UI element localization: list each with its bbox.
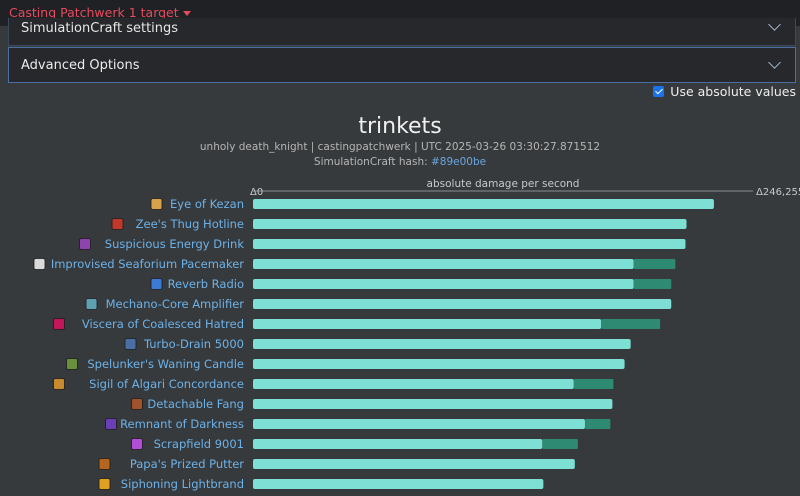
bar-base (253, 399, 613, 409)
bar-base (253, 239, 686, 249)
category-label: Detachable Fang (147, 397, 244, 411)
bar-base (253, 219, 687, 229)
category-label: Suspicious Energy Drink (105, 237, 245, 251)
category-label: Scrapfield 9001 (154, 437, 244, 451)
category-label: Papa's Prized Putter (130, 457, 244, 471)
simc-settings-accordion[interactable]: SimulationCraft settings (8, 18, 796, 46)
bar-base (253, 199, 714, 209)
category-label: Spelunker's Waning Candle (87, 357, 244, 371)
category-label: Siphoning Lightbrand (121, 477, 244, 491)
absolute-values-label: Use absolute values (670, 84, 796, 99)
category-label: Turbo-Drain 5000 (143, 337, 244, 351)
remnant-of-darkness-icon (105, 418, 117, 430)
category-label: Mechano-Core Amplifier (106, 297, 245, 311)
improvised-seaforium-pacemaker-icon (33, 258, 46, 270)
chart-subtitle: unholy death_knight | castingpatchwerk |… (199, 141, 601, 153)
x-axis-title: absolute damage per second (427, 178, 580, 190)
siphoning-lightbrand-icon (98, 478, 111, 490)
spelunkers-waning-candle-icon (66, 358, 78, 370)
mechano-core-amplifier-icon (85, 298, 98, 310)
target-dropdown-toggle[interactable]: Casting Patchwerk 1 target (9, 5, 191, 20)
viscera-of-coalesced-hatred-icon (53, 318, 65, 330)
bar-base (253, 259, 634, 269)
category-label: Improvised Seaforium Pacemaker (51, 257, 244, 271)
trinkets-bar-chart: Δ0 Δ246,255 absolute damage per second Eye … (33, 178, 800, 491)
caret-down-icon (182, 11, 191, 16)
turbo-drain-5000-icon (124, 338, 137, 350)
bar-extra (542, 439, 578, 449)
chart-hash-line: SimulationCraft hash: #89e00be (0, 156, 800, 168)
x-axis-max-label: Δ246,255 (756, 187, 800, 198)
bar-base (253, 359, 625, 369)
x-axis-min-label: Δ0 (250, 187, 263, 198)
bar-base (253, 419, 585, 429)
papas-prized-putter-icon (98, 458, 111, 470)
bar-base (253, 339, 631, 349)
reverb-radio-icon (150, 278, 163, 290)
category-label: Reverb Radio (168, 277, 244, 291)
category-label: Eye of Kezan (170, 197, 244, 211)
bar-extra (633, 279, 672, 289)
bar-extra (573, 379, 614, 389)
suspicious-energy-drink-icon (79, 238, 91, 250)
category-label: Sigil of Algari Concordance (89, 377, 244, 391)
scrapfield-9001-icon (131, 438, 143, 450)
bar-extra (601, 319, 661, 329)
simc-settings-title: SimulationCraft settings (21, 21, 179, 36)
bar-base (253, 459, 575, 469)
detachable-fang-icon (131, 398, 143, 410)
zees-thug-hotline-icon (111, 218, 124, 230)
chevron-down-icon[interactable] (768, 56, 781, 69)
hash-link[interactable]: #89e00be (430, 156, 487, 168)
chevron-down-icon (768, 18, 781, 31)
category-label: Viscera of Coalesced Hatred (82, 317, 244, 331)
bar-base (253, 379, 574, 389)
bar-base (253, 279, 634, 289)
bar-base (253, 439, 543, 449)
absolute-values-toggle[interactable]: Use absolute values (653, 84, 796, 99)
hash-label: SimulationCraft hash: (313, 156, 428, 168)
eye-of-kezan-icon (150, 198, 163, 210)
bar-extra (584, 419, 611, 429)
absolute-values-checkbox[interactable] (653, 86, 665, 97)
bar-base (253, 299, 672, 309)
bar-base (253, 319, 602, 329)
bar-extra (633, 259, 676, 269)
advanced-options-accordion[interactable]: Advanced Options (8, 47, 796, 83)
category-label: Remnant of Darkness (120, 417, 244, 431)
advanced-options-title: Advanced Options (21, 58, 140, 73)
category-label: Zee's Thug Hotline (136, 217, 244, 231)
target-dropdown-label: Casting Patchwerk 1 target (9, 5, 179, 20)
bar-base (253, 479, 544, 489)
sigil-of-algari-concordance-icon (53, 378, 65, 390)
chart-title: trinkets (358, 114, 442, 139)
